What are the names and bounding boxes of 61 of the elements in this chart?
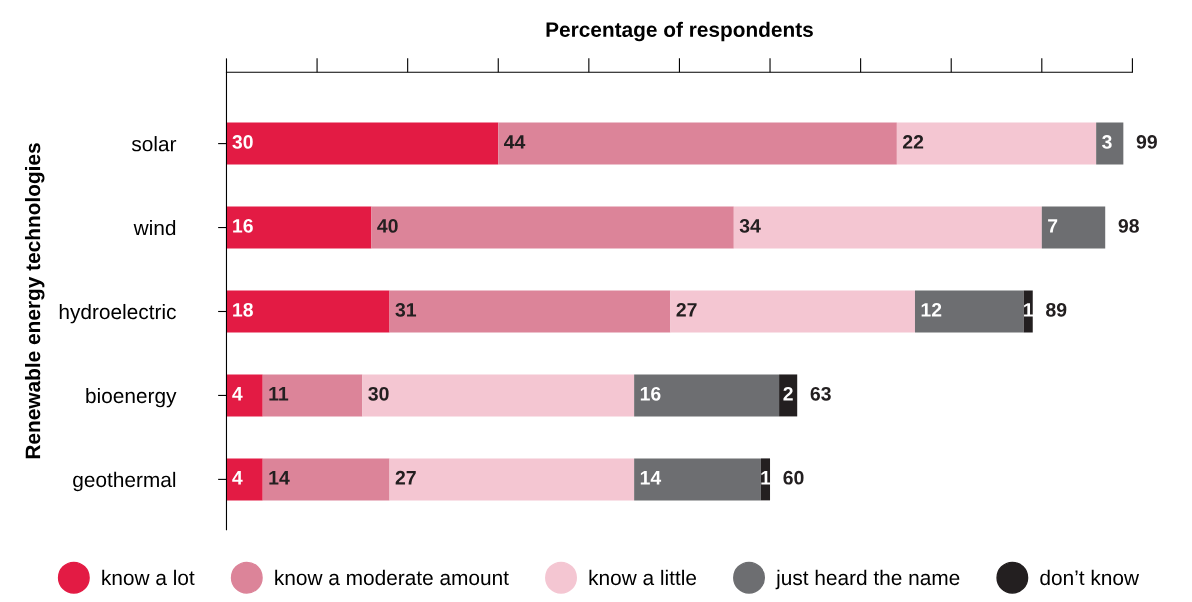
legend-label: know a little (589, 569, 697, 586)
bar (634, 458, 761, 501)
data-label: 4 (232, 471, 243, 485)
x-axis-title: Percentage of respondents (546, 21, 813, 42)
total-label: 98 (1118, 219, 1139, 233)
y-axis-title: Renewable energy technologies (24, 143, 45, 459)
data-label: 1 (761, 471, 771, 485)
y-tick-label: wind (133, 220, 176, 236)
total-label: 99 (1136, 135, 1157, 149)
bar (371, 206, 734, 249)
data-label: 14 (269, 471, 290, 485)
y-tick-label: bioenergy (86, 387, 177, 408)
bar (262, 374, 363, 417)
bar (226, 458, 263, 501)
data-label: 40 (377, 219, 398, 233)
bar (389, 458, 635, 501)
bar (262, 458, 390, 501)
bar (389, 290, 671, 333)
data-label: 16 (233, 219, 253, 233)
bar (226, 206, 372, 249)
y-tick-label: hydroelectric (59, 303, 176, 324)
data-label: 16 (640, 386, 661, 401)
data-label: 22 (902, 135, 924, 149)
legend-label: just heard the name (775, 569, 960, 590)
legend-label: know a moderate amount (275, 569, 509, 586)
legend-label: know a lot (102, 569, 195, 586)
bar (226, 122, 499, 165)
data-label: 18 (233, 302, 253, 317)
bar (226, 374, 263, 417)
data-label: 31 (395, 302, 417, 317)
data-label: 14 (640, 471, 662, 485)
data-label: 44 (503, 135, 526, 149)
data-label: 30 (368, 386, 389, 401)
bar (498, 122, 897, 165)
bar (914, 290, 1024, 333)
y-tick-label: geothermal (73, 471, 176, 492)
data-label: 4 (232, 387, 243, 401)
bar (733, 206, 1042, 249)
data-label: 30 (232, 135, 253, 149)
total-label: 63 (810, 386, 831, 401)
total-label: 89 (1046, 302, 1067, 317)
data-label: 11 (269, 387, 289, 401)
bar (226, 290, 390, 333)
bar (634, 374, 780, 417)
data-label: 7 (1048, 219, 1058, 233)
bar (779, 374, 798, 417)
bar (362, 374, 635, 417)
bar (896, 122, 1097, 165)
total-label: 60 (783, 470, 804, 485)
data-label: 1 (1024, 303, 1034, 317)
bar (670, 290, 915, 333)
data-label: 27 (676, 302, 697, 317)
data-label: 12 (921, 302, 942, 317)
data-label: 2 (783, 386, 793, 401)
data-label: 3 (1102, 135, 1112, 149)
data-label: 27 (395, 470, 416, 485)
legend-label: don’t know (1040, 569, 1140, 586)
data-label: 34 (739, 219, 761, 233)
y-tick-label: solar (131, 136, 177, 152)
bar (1096, 122, 1124, 165)
bar (1041, 206, 1106, 249)
